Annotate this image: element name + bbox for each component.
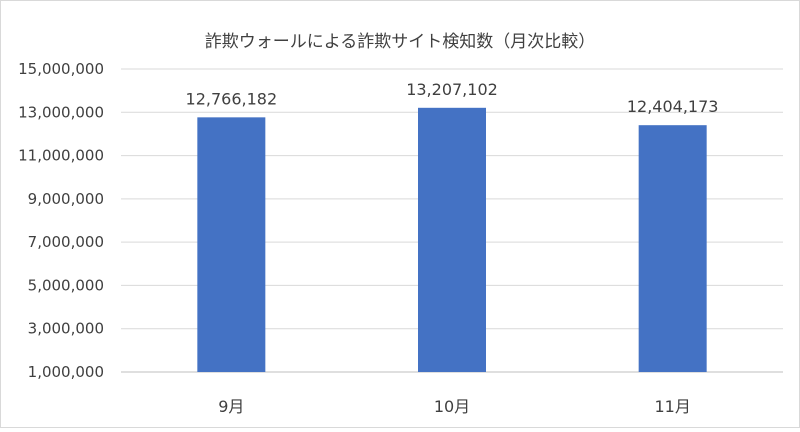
x-axis-category-labels: 9月 10月 11月 [218,397,691,416]
y-tick-label: 15,000,000 [18,60,104,78]
y-axis-tick-labels: 1,000,000 3,000,000 5,000,000 7,000,000 9,00… [18,60,104,381]
y-tick-label: 13,000,000 [18,103,104,121]
y-tick-label: 3,000,000 [28,320,104,338]
category-label: 9月 [218,397,244,416]
y-tick-label: 11,000,000 [18,147,104,165]
y-tick-label: 7,000,000 [28,233,104,251]
data-label: 12,766,182 [186,89,278,108]
y-tick-label: 9,000,000 [28,190,104,208]
chart-title: 詐欺ウォールによる詐欺サイト検知数（月次比較） [205,32,596,52]
y-tick-label: 5,000,000 [28,276,104,294]
data-label: 13,207,102 [406,80,498,99]
bars [197,107,707,372]
bar [197,117,266,372]
bar [638,125,707,372]
y-tick-label: 1,000,000 [28,363,104,381]
data-labels: 12,766,182 13,207,102 12,404,173 [186,80,719,116]
category-label: 11月 [654,397,690,416]
bar [418,107,486,372]
category-label: 10月 [434,397,470,416]
data-label: 12,404,173 [627,97,719,116]
